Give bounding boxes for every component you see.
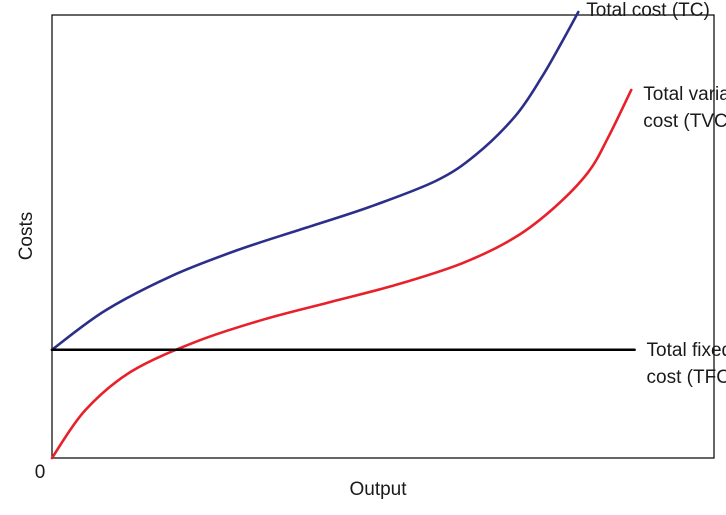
series-label-line: Total fixed bbox=[647, 340, 726, 361]
series-layer bbox=[50, 10, 636, 460]
origin-label: 0 bbox=[35, 462, 46, 483]
series-label-tvc: Total variable cost (TVC) bbox=[643, 84, 726, 132]
x-axis-label: Output bbox=[349, 479, 407, 500]
series-label-line: Total cost (TC) bbox=[586, 0, 710, 21]
y-axis-label: Costs bbox=[16, 212, 37, 261]
series-label-tc: Total cost (TC) bbox=[586, 0, 710, 21]
series-label-tfc: Total fixed cost (TFC) bbox=[647, 340, 726, 388]
series-label-line: Total variable bbox=[643, 84, 726, 105]
label-layer: Total cost (TC)Total variablecost (TVC)T… bbox=[586, 0, 726, 388]
series-label-line: cost (TFC) bbox=[647, 367, 726, 388]
series-line-tvc bbox=[50, 88, 633, 460]
series-label-line: cost (TVC) bbox=[643, 111, 726, 132]
series-line-tc bbox=[50, 10, 580, 352]
plot-frame bbox=[51, 14, 715, 459]
